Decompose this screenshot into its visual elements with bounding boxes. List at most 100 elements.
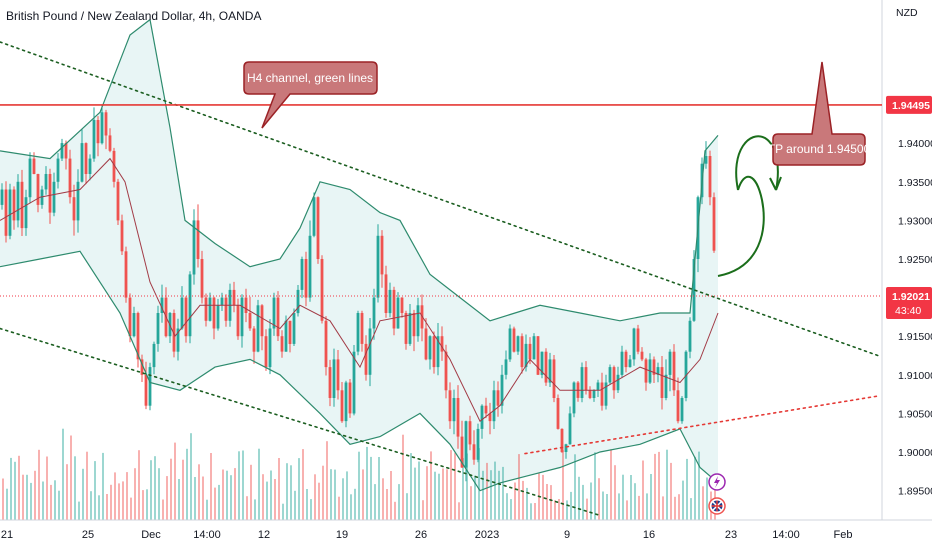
candle-body bbox=[264, 336, 268, 368]
volume-bar bbox=[214, 487, 216, 520]
candle-body bbox=[92, 120, 96, 159]
candle-body bbox=[80, 143, 84, 182]
lightning-badge[interactable] bbox=[708, 473, 726, 491]
volume-bar bbox=[326, 441, 328, 520]
volume-bar bbox=[194, 477, 196, 520]
candle-body bbox=[156, 313, 160, 344]
volume-bar bbox=[322, 465, 324, 520]
volume-bar bbox=[98, 495, 100, 520]
volume-bar bbox=[502, 466, 504, 520]
volume-bar bbox=[514, 482, 516, 520]
volume-bar bbox=[406, 493, 408, 520]
upper-band-line bbox=[0, 18, 719, 322]
candle-body bbox=[468, 421, 472, 445]
volume-bar bbox=[518, 454, 520, 520]
candle-body bbox=[340, 390, 344, 422]
candle-body bbox=[136, 313, 140, 360]
candle-body bbox=[188, 274, 192, 337]
volume-bar bbox=[30, 482, 32, 520]
volume-bar bbox=[118, 483, 120, 520]
volume-bar bbox=[70, 435, 72, 520]
price-tick-label: 1.92500 bbox=[898, 254, 932, 266]
volume-bar bbox=[350, 494, 352, 520]
volume-bar bbox=[102, 452, 104, 520]
volume-bar bbox=[34, 470, 36, 520]
candle-body bbox=[320, 259, 324, 321]
candle-body bbox=[148, 367, 152, 406]
candle-body bbox=[676, 390, 680, 422]
candle-body bbox=[692, 259, 696, 321]
candle-body bbox=[240, 297, 244, 337]
volume-bar bbox=[494, 461, 496, 520]
candle-body bbox=[396, 297, 400, 329]
volume-bar bbox=[122, 481, 124, 520]
volume-bar bbox=[702, 486, 704, 520]
candle-body bbox=[224, 297, 228, 321]
candle-body bbox=[372, 297, 376, 329]
volume-bar bbox=[390, 471, 392, 520]
candle-body bbox=[208, 297, 212, 321]
volume-bar bbox=[42, 481, 44, 520]
candle-body bbox=[508, 328, 512, 360]
candle-body bbox=[348, 382, 352, 414]
candle-body bbox=[44, 174, 48, 190]
price-axis[interactable]: 1.89500 1.90000 1.90500 1.91000 1.91500 1.925… bbox=[898, 138, 932, 498]
candle-body bbox=[632, 328, 636, 360]
candle-body bbox=[108, 135, 112, 151]
channel-callout[interactable]: H4 channel, green lines bbox=[243, 61, 378, 129]
flag-badge[interactable] bbox=[708, 497, 726, 515]
candle-body bbox=[408, 313, 412, 344]
candle-body bbox=[680, 398, 684, 422]
candle-body bbox=[608, 367, 612, 383]
candle-body bbox=[504, 359, 508, 375]
candle-body bbox=[624, 351, 628, 368]
volume-bar bbox=[586, 498, 588, 520]
candle-body bbox=[132, 313, 136, 337]
volume-bar bbox=[370, 456, 372, 520]
candle-body bbox=[104, 112, 108, 136]
time-axis[interactable]: 21 25 Dec 14:00 12 19 26 2023 9 16 23 14:00 Feb bbox=[1, 529, 853, 541]
volume-bar bbox=[434, 471, 436, 520]
candle-body bbox=[524, 343, 528, 368]
candle-body bbox=[656, 367, 660, 375]
candle-body bbox=[668, 351, 672, 375]
volume-bar bbox=[86, 451, 88, 520]
candle-body bbox=[60, 143, 64, 159]
volume-bar bbox=[18, 455, 20, 520]
volume-bar bbox=[358, 451, 360, 520]
volume-bar bbox=[442, 468, 444, 520]
candle-body bbox=[96, 120, 100, 144]
candle-body bbox=[636, 328, 640, 352]
candle-body bbox=[68, 158, 72, 198]
candle-body bbox=[152, 343, 156, 368]
volume-bar bbox=[394, 501, 396, 520]
candle-body bbox=[376, 235, 380, 298]
candle-body bbox=[72, 197, 76, 221]
candle-body bbox=[620, 351, 624, 375]
volume-bar bbox=[6, 488, 8, 520]
volume-bar bbox=[78, 501, 80, 520]
volume-bar bbox=[458, 502, 460, 520]
volume-bar bbox=[682, 480, 684, 520]
tp-callout[interactable]: TP around 1.94500 bbox=[768, 61, 871, 166]
volume-bar bbox=[482, 470, 484, 520]
volume-bar bbox=[330, 469, 332, 520]
volume-bar bbox=[306, 489, 308, 520]
indicator-lines bbox=[0, 18, 719, 492]
candle-body bbox=[248, 313, 252, 329]
candle-body bbox=[180, 297, 184, 329]
volume-bar bbox=[106, 494, 108, 520]
volume-bar bbox=[50, 484, 52, 520]
volume-bar bbox=[262, 474, 264, 520]
candle-body bbox=[588, 390, 592, 398]
candle-body bbox=[212, 297, 216, 329]
volume-bar bbox=[510, 499, 512, 520]
volume-bar bbox=[234, 468, 236, 520]
candle-body bbox=[416, 305, 420, 337]
time-tick-label: 21 bbox=[1, 529, 13, 541]
volume-bar bbox=[342, 478, 344, 520]
candle-body bbox=[688, 320, 692, 352]
volume-bar bbox=[410, 453, 412, 520]
candle-body bbox=[4, 189, 8, 236]
